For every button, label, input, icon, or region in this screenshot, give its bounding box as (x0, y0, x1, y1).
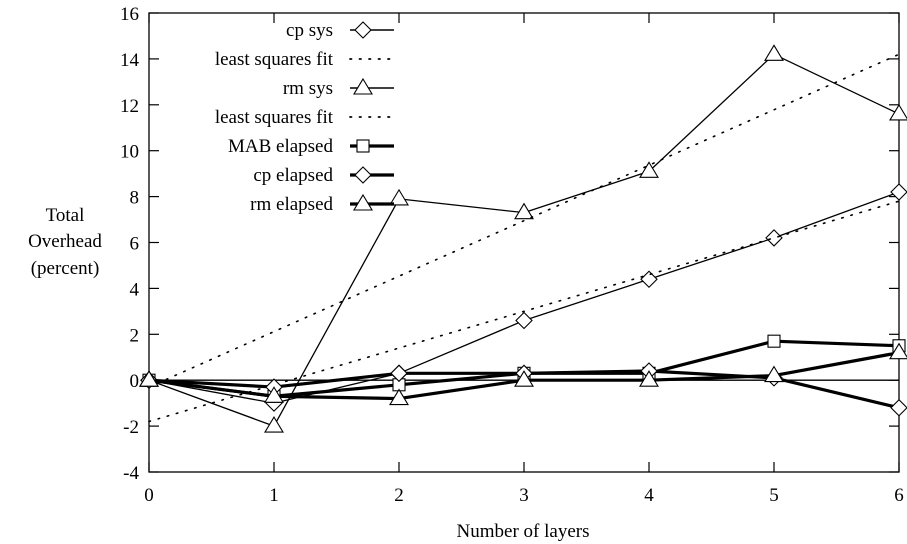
legend-item-5: MAB elapsed (228, 136, 394, 157)
x-tick-label: 3 (519, 485, 529, 506)
data-point (389, 388, 409, 406)
y-tick-label: 12 (120, 96, 139, 117)
legend-label: rm sys (283, 78, 333, 99)
legend-marker (354, 21, 372, 39)
data-point (889, 103, 907, 121)
legend-label: least squares fit (215, 107, 334, 128)
data-point (264, 416, 284, 433)
data-point (889, 342, 907, 360)
data-point (765, 229, 783, 247)
legend-marker (353, 193, 373, 211)
x-tick-label: 0 (144, 485, 154, 506)
y-tick-label: -4 (123, 463, 139, 484)
y-tick-label: 14 (120, 50, 140, 71)
y-axis-title-line-1: Total (46, 205, 85, 226)
data-point (640, 270, 658, 288)
data-point (764, 365, 784, 383)
data-point (639, 370, 659, 387)
x-tick-label: 6 (894, 485, 904, 506)
y-axis-title-line-2: Overhead (28, 231, 102, 252)
fit-line (148, 53, 900, 388)
legend-item-7: rm elapsed (250, 193, 394, 215)
data-point (389, 188, 409, 206)
plot-frame (148, 12, 900, 473)
legend-marker (354, 166, 372, 184)
legend-label: MAB elapsed (228, 136, 334, 157)
series-3 (139, 44, 907, 433)
y-tick-label: 16 (120, 4, 139, 25)
x-tick-label: 4 (644, 485, 654, 506)
series-group (139, 44, 907, 433)
plot-border (148, 12, 900, 473)
data-point (390, 364, 408, 383)
data-point (764, 44, 784, 61)
legend-marker (356, 139, 370, 153)
legend-marker (353, 77, 373, 95)
data-point (139, 370, 159, 387)
y-tick-label: 10 (120, 142, 139, 163)
legend-item-1: cp sys (286, 20, 394, 41)
data-point (890, 398, 907, 417)
data-point (264, 386, 284, 403)
series-7 (139, 342, 907, 406)
y-tick-label: -2 (123, 417, 139, 438)
fit-line (148, 200, 900, 423)
y-tick-label: 6 (130, 234, 140, 255)
legend-item-2: least squares fit (215, 49, 395, 70)
y-tick-label: 0 (130, 371, 140, 392)
legend-label: rm elapsed (250, 194, 333, 215)
x-tick-label: 5 (769, 485, 779, 506)
legend-item-3: rm sys (283, 77, 394, 99)
x-axis-title: Number of layers (457, 521, 590, 542)
y-tick-label: 2 (130, 325, 140, 346)
data-point (890, 183, 907, 201)
data-point (514, 370, 534, 387)
series-2 (148, 200, 900, 423)
x-tick-label: 2 (394, 485, 404, 506)
y-tick-label: 8 (130, 188, 140, 209)
data-point (514, 202, 534, 220)
legend-label: least squares fit (215, 49, 334, 70)
legend-item-6: cp elapsed (253, 165, 394, 186)
legend-label: cp sys (286, 20, 333, 41)
x-tick-label: 1 (269, 485, 279, 506)
y-axis-title-line-3: (percent) (31, 258, 100, 279)
y-axis-title: Total Overhead (percent) (28, 205, 102, 279)
legend-label: cp elapsed (253, 165, 333, 186)
series-4 (148, 53, 900, 388)
legend: cp sys least squares fit rm sys least squar… (215, 20, 395, 215)
data-point (639, 161, 659, 178)
y-tick-label: 4 (130, 279, 140, 300)
data-point (767, 334, 781, 348)
legend-item-4: least squares fit (215, 107, 395, 128)
data-point (515, 311, 533, 330)
